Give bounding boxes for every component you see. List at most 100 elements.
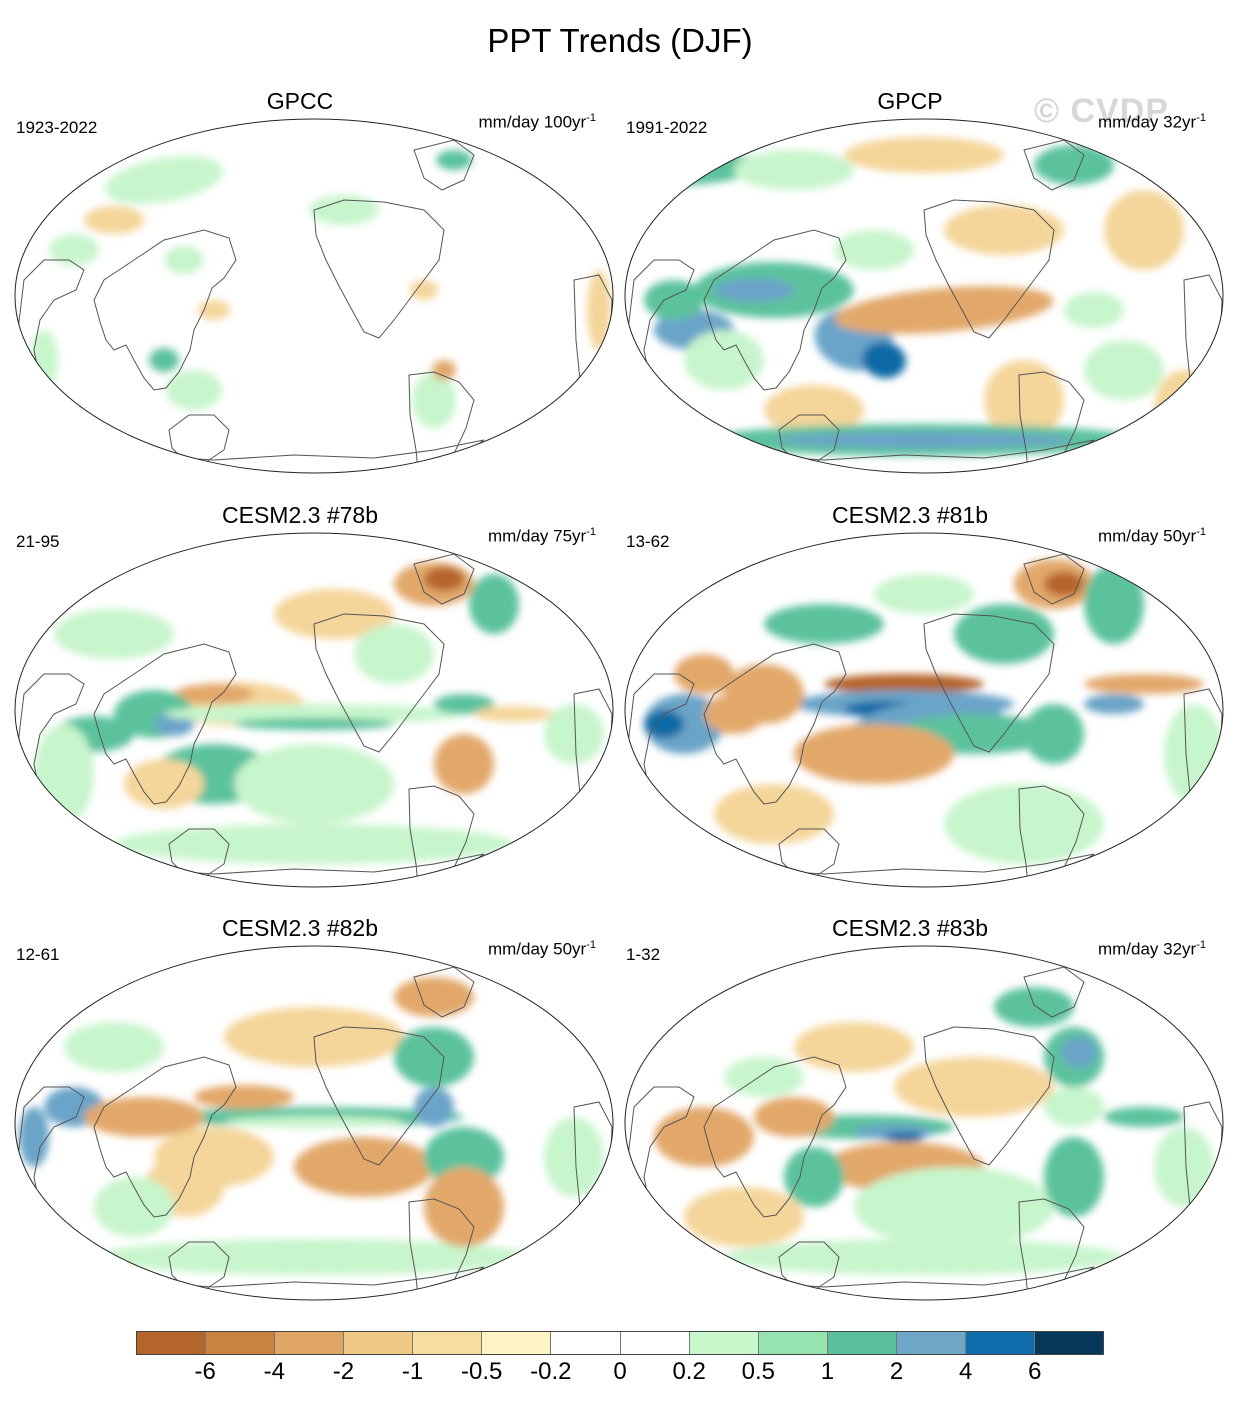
map-border <box>14 118 614 474</box>
robinson-map <box>14 532 614 888</box>
coastline-australia <box>168 828 230 877</box>
trend-anomaly-region <box>1104 1107 1184 1127</box>
panel-period: 1923-2022 <box>16 118 98 137</box>
panel-units-text: mm/day 50yr <box>487 939 587 959</box>
trend-anomaly-region <box>794 1022 914 1072</box>
robinson-map <box>14 118 614 474</box>
trend-anomaly-region <box>784 1147 844 1207</box>
robinson-map <box>14 945 614 1301</box>
colorbar-swatch <box>275 1332 345 1354</box>
map-border <box>624 532 1224 888</box>
trend-anomaly-region <box>194 1085 294 1109</box>
trend-anomaly-region <box>774 432 1074 448</box>
trend-anomaly-region <box>684 1187 804 1247</box>
coastline-southAmerica <box>408 785 475 887</box>
trend-anomaly-region <box>84 206 144 234</box>
panel-units-text: mm/day 50yr <box>1097 526 1197 546</box>
map-panel: CESM2.3 #83b 1-32 mm/day 32yr-1 <box>610 915 1224 1315</box>
panel-units-exponent: -1 <box>586 939 596 951</box>
coastline-australia <box>168 414 230 463</box>
trend-anomaly-region <box>124 759 204 809</box>
trend-anomaly-region <box>854 1167 1054 1247</box>
trend-anomaly-region <box>174 684 254 704</box>
trend-anomaly-region <box>1044 1087 1104 1127</box>
panel-period: 1991-2022 <box>626 118 708 137</box>
colorbar-label: 0.5 <box>741 1358 775 1385</box>
colorbar-label: -4 <box>263 1358 285 1385</box>
colorbar-swatch <box>1035 1332 1104 1354</box>
trend-anomaly-region <box>954 604 1054 664</box>
trend-anomaly-region <box>1154 370 1214 450</box>
map-border <box>624 945 1224 1301</box>
panel-units-exponent: -1 <box>1196 112 1206 124</box>
trend-anomaly-region <box>544 704 604 764</box>
colorbar-swatch <box>758 1332 828 1354</box>
colorbar-label: -1 <box>401 1358 424 1385</box>
trend-anomaly-region <box>84 1097 204 1137</box>
map-border <box>14 532 614 888</box>
map-panel: GPCP 1991-2022 mm/day 32yr-1 <box>610 88 1224 488</box>
trend-anomaly-region <box>714 784 834 844</box>
panel-units: mm/day 32yr-1 <box>1098 939 1206 960</box>
robinson-map <box>624 532 1224 888</box>
trend-anomaly-region <box>1084 340 1164 400</box>
trend-anomaly-region <box>30 330 58 390</box>
trend-anomaly-region <box>424 1127 504 1187</box>
colorbar-swatch <box>827 1332 897 1354</box>
trend-anomaly-region <box>1061 1036 1097 1068</box>
coastline-australia <box>778 1241 840 1290</box>
figure-title: PPT Trends (DJF) <box>487 22 753 59</box>
colorbar-label: 0 <box>613 1358 627 1385</box>
coastline-northAmerica <box>313 199 445 339</box>
coastline-southAmerica <box>1018 371 1085 473</box>
trend-anomaly-region <box>1154 1127 1214 1207</box>
trend-anomaly-region <box>704 694 764 734</box>
trend-anomaly-region <box>198 300 230 320</box>
coastline-asia <box>703 229 847 391</box>
colorbar-swatch <box>620 1332 690 1354</box>
panel-units-text: mm/day 32yr <box>1097 112 1197 132</box>
trend-anomaly-region <box>714 278 794 302</box>
trend-anomaly-region <box>224 1116 404 1128</box>
trend-anomaly-region <box>114 824 514 864</box>
trend-anomaly-region <box>294 1137 434 1197</box>
trend-anomaly-region <box>166 370 222 410</box>
trend-anomaly-region <box>434 734 494 794</box>
trend-anomaly-region <box>309 195 379 225</box>
map-panel: CESM2.3 #82b 12-61 mm/day 50yr-1 <box>0 915 614 1315</box>
coastline-northAmerica <box>313 1026 445 1166</box>
panel-title: GPCP <box>877 88 943 114</box>
trend-anomaly-region <box>64 1022 164 1072</box>
coastline-australia <box>168 1241 230 1290</box>
panel-units-exponent: -1 <box>586 526 596 538</box>
colorbar <box>136 1331 1104 1355</box>
trend-anomaly-region <box>1104 190 1184 270</box>
panel-units-text: mm/day 100yr <box>478 112 587 132</box>
colorbar-swatch <box>896 1332 966 1354</box>
trend-anomaly-region <box>684 330 764 390</box>
trend-anomaly-region <box>1044 1137 1104 1217</box>
trend-anomaly-region <box>19 1107 49 1167</box>
panel-period: 1-32 <box>626 945 661 964</box>
coastline-southAmerica <box>1018 1198 1085 1300</box>
trend-anomaly-region <box>544 1117 604 1197</box>
trend-anomaly-region <box>674 654 734 694</box>
coastline-southAmerica <box>408 371 475 473</box>
map-panel: CESM2.3 #78b 21-95 mm/day 75yr-1 <box>0 502 614 902</box>
colorbar-swatch <box>137 1332 207 1354</box>
trend-anomaly-region <box>424 1167 504 1247</box>
trend-anomaly-region <box>469 574 519 634</box>
panel-units-exponent: -1 <box>1196 939 1206 951</box>
colorbar-swatch <box>965 1332 1036 1354</box>
panel-units-text: mm/day 75yr <box>487 526 587 546</box>
panel-units-exponent: -1 <box>1196 526 1206 538</box>
trend-anomaly-region <box>734 150 854 190</box>
map-border <box>14 945 614 1301</box>
trend-anomaly-region <box>164 246 204 274</box>
colorbar-tick-labels: -6 -4 -2 -1 -0.5 -0.2 0 0.2 0.5 1 2 4 6 <box>136 1358 1104 1388</box>
trend-anomaly-region <box>874 574 974 614</box>
trend-anomaly-region <box>436 150 472 170</box>
panel-units: mm/day 75yr-1 <box>488 526 596 547</box>
colorbar-swatch <box>482 1332 552 1354</box>
colorbar-swatch <box>206 1332 276 1354</box>
